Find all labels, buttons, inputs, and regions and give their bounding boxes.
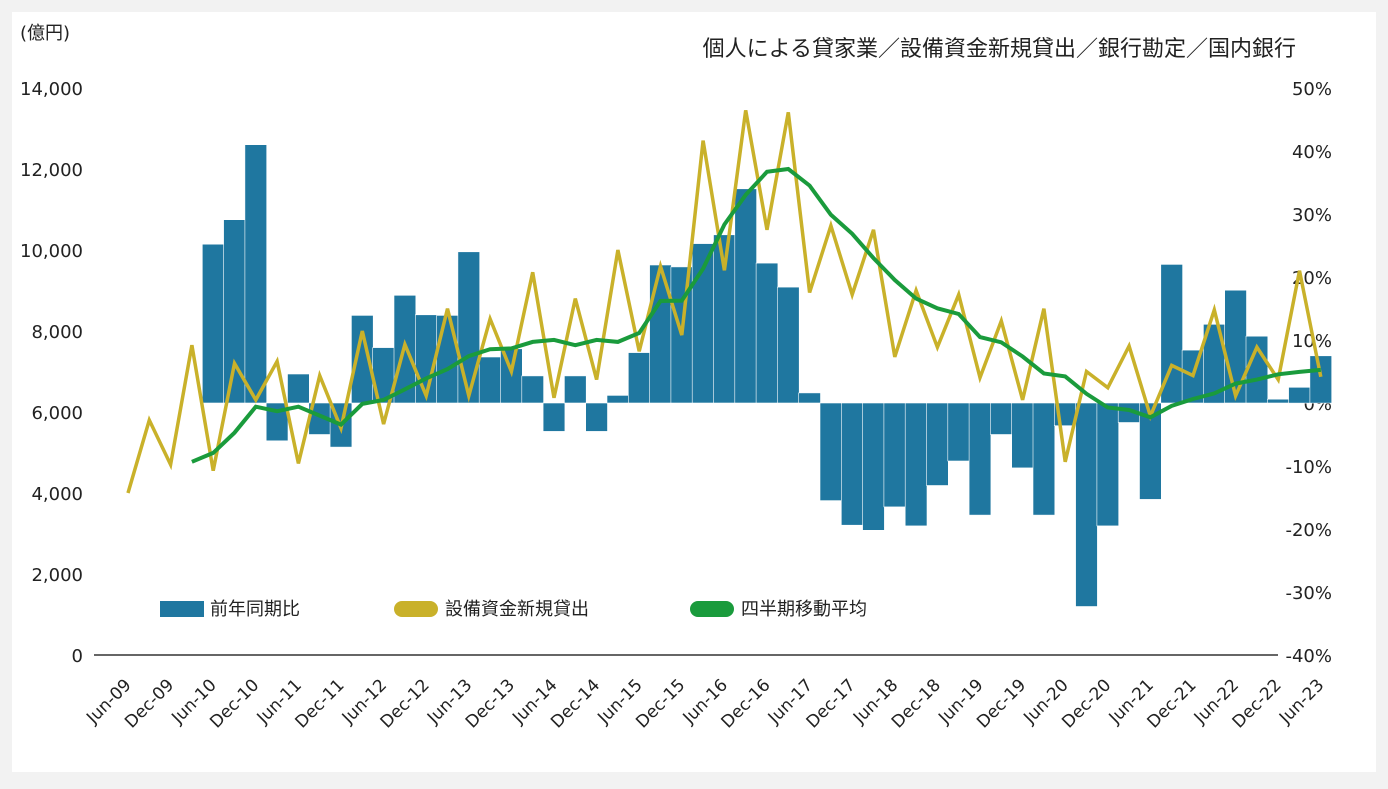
- line-series: [126, 109, 1323, 494]
- bar-yoy: [564, 375, 587, 404]
- legend-label-supply-line: 設備資金新規貸出: [445, 599, 589, 620]
- right-tick-label: -20%: [1285, 520, 1332, 541]
- bar-yoy: [1288, 386, 1311, 404]
- bar-yoy: [777, 286, 800, 404]
- legend-swatch-moving-average: [690, 601, 734, 617]
- legend-swatch-bar: [160, 601, 204, 617]
- bar-yoy: [1096, 402, 1120, 527]
- left-tick-label: 12,000: [20, 160, 83, 181]
- bar-yoy: [1032, 402, 1056, 516]
- right-tick-label: 30%: [1292, 205, 1332, 226]
- bar-yoy: [883, 402, 907, 508]
- bar-yoy: [926, 402, 949, 486]
- legend-label-bar: 前年同期比: [210, 599, 300, 620]
- left-tick-label: 8,000: [31, 322, 83, 343]
- bar-yoy: [244, 144, 267, 404]
- left-axis: 0 2,000 4,000 6,000 8,000 10,000 12,000 14,000: [20, 79, 83, 667]
- bar-yoy: [287, 373, 310, 404]
- bar-yoy: [542, 402, 566, 432]
- line-new-loans: [126, 109, 1323, 494]
- bar-yoy: [1011, 402, 1034, 469]
- bar-yoy: [798, 392, 821, 404]
- bar-yoy: [1267, 398, 1290, 404]
- bar-yoy: [840, 402, 864, 526]
- bar-yoy: [436, 315, 459, 404]
- left-axis-unit-label: (億円): [20, 23, 70, 44]
- bar-yoy: [478, 356, 502, 404]
- bar-yoy: [904, 402, 928, 527]
- bar-yoy: [627, 352, 651, 404]
- left-tick-label: 0: [72, 646, 83, 667]
- bar-series: [202, 144, 1333, 607]
- right-tick-label: -40%: [1285, 646, 1332, 667]
- left-tick-label: 2,000: [31, 565, 83, 586]
- chart-title: 個人による貸家業／設備資金新規貸出／銀行勘定／国内銀行: [703, 37, 1296, 62]
- legend-label-moving-average: 四半期移動平均: [741, 599, 867, 620]
- bar-yoy: [968, 402, 992, 516]
- right-tick-label: 40%: [1292, 142, 1332, 163]
- line-moving-average: [191, 166, 1321, 464]
- bar-yoy: [1139, 402, 1162, 500]
- right-tick-label: -10%: [1285, 457, 1332, 478]
- left-tick-label: 10,000: [20, 241, 83, 262]
- bar-yoy: [1075, 402, 1098, 607]
- bar-yoy: [734, 188, 757, 404]
- bar-yoy: [521, 375, 544, 404]
- bar-yoy: [755, 262, 779, 404]
- bar-yoy: [457, 251, 480, 404]
- bar-yoy: [585, 402, 608, 432]
- bar-yoy: [990, 402, 1013, 435]
- bar-yoy: [606, 395, 630, 404]
- legend: 前年同期比 設備資金新規貸出 四半期移動平均: [160, 599, 867, 620]
- bar-yoy: [819, 402, 843, 501]
- bar-yoy: [1309, 355, 1333, 404]
- left-tick-label: 4,000: [31, 484, 83, 505]
- right-tick-label: 50%: [1292, 79, 1332, 100]
- bar-yoy: [862, 402, 885, 531]
- right-tick-label: -30%: [1285, 583, 1332, 604]
- legend-swatch-supply-line: [394, 601, 438, 617]
- left-tick-label: 14,000: [20, 79, 83, 100]
- bar-yoy: [947, 402, 970, 462]
- left-tick-label: 6,000: [31, 403, 83, 424]
- bar-yoy: [202, 243, 225, 404]
